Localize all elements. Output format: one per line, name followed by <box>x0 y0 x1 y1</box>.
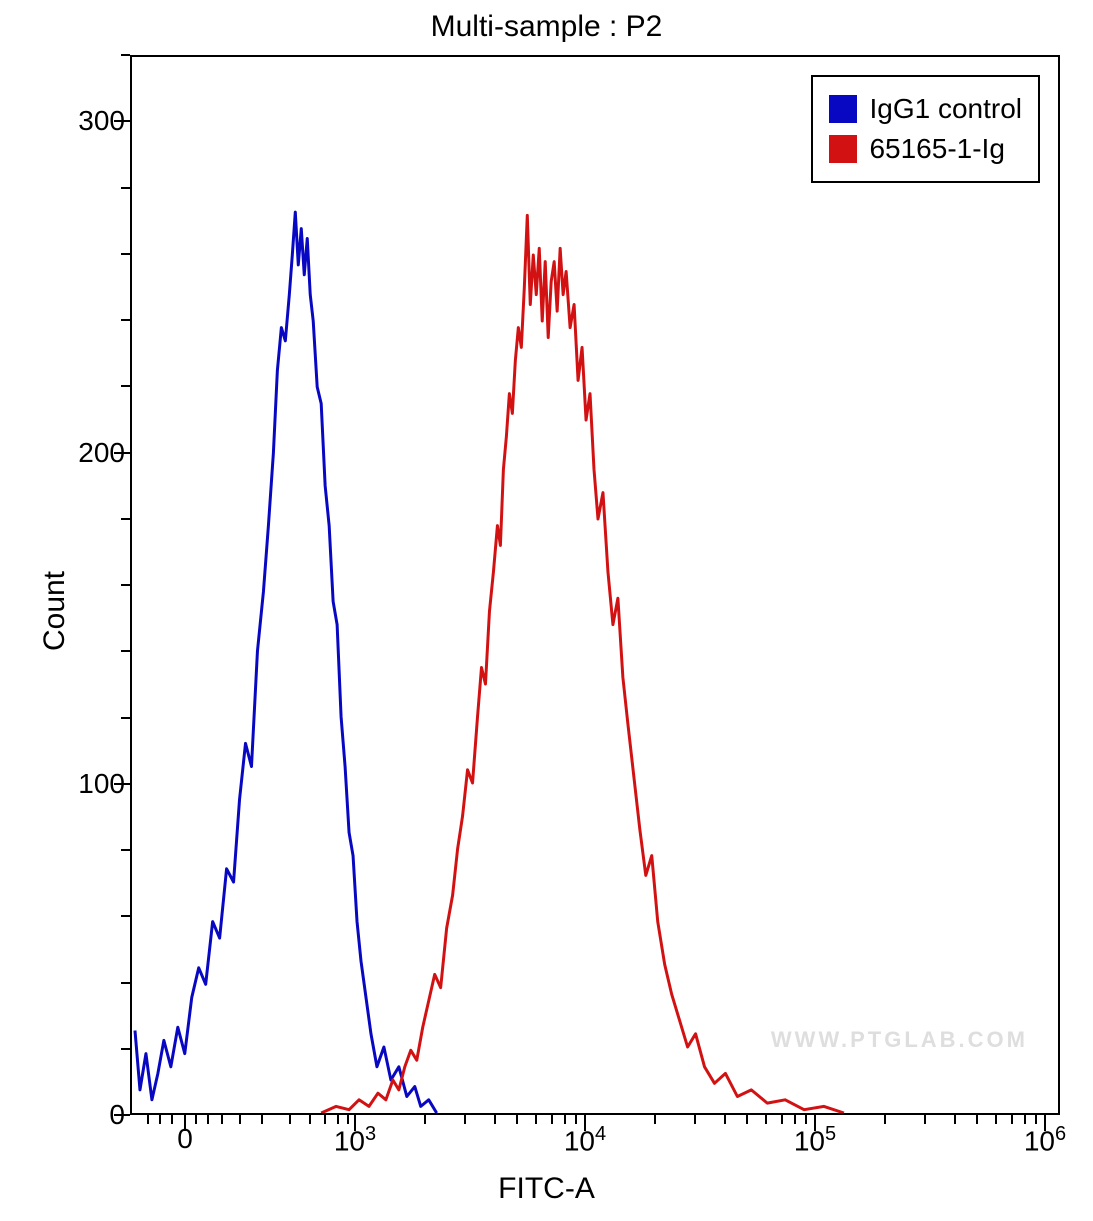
x-minor-tick <box>424 1115 426 1124</box>
x-minor-tick <box>1011 1115 1013 1124</box>
legend-swatch <box>829 135 857 163</box>
histogram-svg <box>132 57 1058 1113</box>
x-tick-label: 0 <box>177 1123 193 1155</box>
x-tick-label: 105 <box>794 1123 836 1157</box>
legend-item: 65165-1-Ig <box>829 129 1022 169</box>
x-minor-tick <box>765 1115 767 1124</box>
y-minor-tick <box>121 650 130 652</box>
x-minor-tick <box>159 1115 161 1124</box>
y-minor-tick <box>121 319 130 321</box>
y-minor-tick <box>121 518 130 520</box>
y-minor-tick <box>121 849 130 851</box>
y-minor-tick <box>121 584 130 586</box>
chart-legend: IgG1 control 65165-1-Ig <box>811 75 1040 183</box>
x-minor-tick <box>794 1115 796 1124</box>
y-minor-tick <box>121 915 130 917</box>
x-minor-tick <box>805 1115 807 1124</box>
x-tick-label: 106 <box>1024 1123 1066 1157</box>
y-tick-label: 300 <box>45 105 125 137</box>
x-minor-tick <box>724 1115 726 1124</box>
flow-cytometry-histogram-chart: Multi-sample : P2 Count FITC-A IgG1 cont… <box>0 0 1093 1221</box>
histogram-line <box>135 212 437 1113</box>
legend-swatch <box>829 95 857 123</box>
y-axis-label: Count <box>38 570 72 650</box>
x-minor-tick <box>746 1115 748 1124</box>
plot-area: IgG1 control 65165-1-Ig WWW.PTGLAB.COM <box>130 55 1060 1115</box>
x-tick-label: 104 <box>564 1123 606 1157</box>
x-minor-tick <box>261 1115 263 1124</box>
y-minor-tick <box>121 1048 130 1050</box>
x-minor-tick <box>239 1115 241 1124</box>
x-axis-label: FITC-A <box>0 1172 1093 1206</box>
x-minor-tick <box>995 1115 997 1124</box>
x-minor-tick <box>654 1115 656 1124</box>
x-minor-tick <box>494 1115 496 1124</box>
y-minor-tick <box>121 982 130 984</box>
legend-label: 65165-1-Ig <box>869 133 1004 165</box>
x-minor-tick <box>781 1115 783 1124</box>
watermark-text: WWW.PTGLAB.COM <box>771 1027 1028 1053</box>
x-minor-tick <box>289 1115 291 1124</box>
x-minor-tick <box>464 1115 466 1124</box>
y-tick-label: 0 <box>45 1099 125 1131</box>
x-minor-tick <box>884 1115 886 1124</box>
x-minor-tick <box>924 1115 926 1124</box>
y-minor-tick <box>121 385 130 387</box>
histogram-line <box>321 215 844 1113</box>
legend-label: IgG1 control <box>869 93 1022 125</box>
x-minor-tick <box>535 1115 537 1124</box>
x-minor-tick <box>575 1115 577 1124</box>
x-minor-tick <box>207 1115 209 1124</box>
x-minor-tick <box>171 1115 173 1124</box>
y-minor-tick <box>121 253 130 255</box>
x-minor-tick <box>516 1115 518 1124</box>
x-minor-tick <box>976 1115 978 1124</box>
x-minor-tick <box>347 1115 349 1124</box>
y-minor-tick <box>121 717 130 719</box>
x-minor-tick <box>564 1115 566 1124</box>
y-minor-tick <box>121 187 130 189</box>
chart-title: Multi-sample : P2 <box>0 10 1093 44</box>
y-minor-tick <box>121 54 130 56</box>
legend-item: IgG1 control <box>829 89 1022 129</box>
x-minor-tick <box>694 1115 696 1124</box>
x-minor-tick <box>309 1115 311 1124</box>
y-tick-label: 100 <box>45 768 125 800</box>
x-minor-tick <box>551 1115 553 1124</box>
x-minor-tick <box>221 1115 223 1124</box>
x-minor-tick <box>324 1115 326 1124</box>
x-minor-tick <box>337 1115 339 1124</box>
x-minor-tick <box>1024 1115 1026 1124</box>
x-minor-tick <box>954 1115 956 1124</box>
x-minor-tick <box>195 1115 197 1124</box>
x-tick-label: 103 <box>334 1123 376 1157</box>
y-tick-label: 200 <box>45 437 125 469</box>
x-minor-tick <box>147 1115 149 1124</box>
x-minor-tick <box>1035 1115 1037 1124</box>
